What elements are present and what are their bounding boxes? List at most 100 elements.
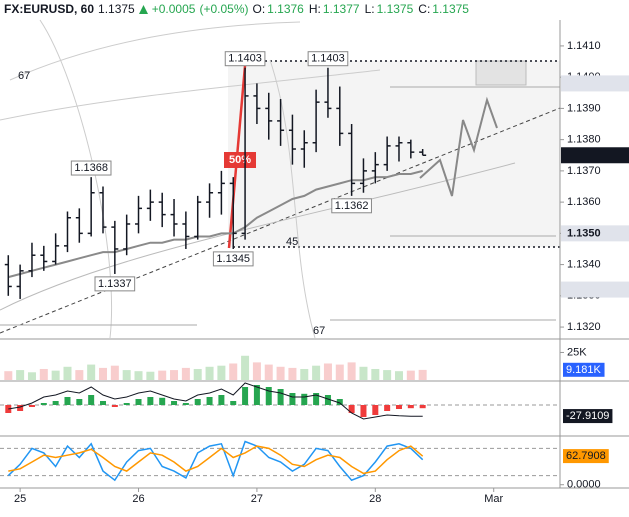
volume-bar (99, 367, 108, 380)
drawing-label: 67 (18, 70, 30, 82)
volume-bar (383, 370, 392, 380)
y-tick-label: 1.1380 (567, 134, 601, 146)
histogram-bar (372, 405, 379, 415)
histogram-bar (206, 397, 213, 405)
x-tick-label: 28 (369, 493, 381, 505)
moving-average (8, 169, 423, 279)
y-tick-label: 25K (567, 346, 587, 358)
volume-bar (241, 355, 250, 380)
last-value-label: -27.9109 (566, 410, 609, 422)
volume-bar (359, 366, 368, 380)
histogram-bar (289, 393, 296, 405)
curve (9, 21, 301, 81)
y-tick-label: 1.1360 (567, 196, 601, 208)
volume-bar (87, 364, 96, 380)
histogram-bar (242, 387, 249, 405)
x-tick-label: 25 (14, 493, 26, 505)
change-pct: (+0.05%) (199, 2, 249, 16)
volume-bar (276, 366, 285, 380)
label-box (563, 449, 609, 464)
price-annotation: 1.1403 (311, 53, 345, 65)
histogram-bar (100, 401, 107, 405)
volume-bar (63, 366, 72, 380)
header: FX:EURUSD, 60 1.1375 +0.0005 (+0.05%) O:… (4, 2, 472, 16)
quote-key: C: (418, 2, 431, 16)
histogram-bar (135, 399, 142, 405)
curve (0, 162, 516, 311)
drawings: 50% 67 45 67 (0, 19, 561, 339)
histogram-bar (28, 405, 35, 407)
histogram-bar (360, 405, 367, 417)
label-box (224, 51, 266, 67)
volume-bar (264, 364, 273, 380)
volume-bar (300, 368, 309, 380)
volume-bar (252, 362, 261, 380)
y-tick-label: 1.1390 (567, 102, 601, 114)
drawing-label: 45 (286, 236, 298, 248)
histogram-bar (348, 405, 355, 413)
label-box (331, 198, 372, 214)
label-box (307, 51, 349, 67)
fib-label: 50% (229, 154, 251, 166)
histogram-bar (147, 397, 154, 405)
histogram-bar (111, 405, 118, 407)
volume-bar (39, 368, 48, 380)
range-box (228, 61, 560, 247)
volume-bar (323, 363, 332, 380)
quote-value: 1.1375 (432, 2, 469, 16)
volume-bar (205, 366, 214, 380)
histogram-bar (384, 405, 391, 411)
price-annotation: 1.1337 (98, 278, 132, 290)
label-box (70, 160, 112, 176)
histogram-bar (88, 395, 95, 405)
y-tick-label: 1.1410 (567, 40, 601, 52)
oscillator-line (8, 445, 424, 475)
histogram-bar (407, 405, 414, 409)
volume-bar (134, 371, 143, 380)
symbol: FX:EURUSD, 60 (4, 2, 95, 16)
price-marker (561, 281, 629, 298)
price-marker (561, 75, 629, 92)
quote: O: 1.1376 H: 1.1377 L: 1.1375 C: 1.1375 (252, 2, 472, 16)
macd-line (8, 382, 423, 420)
price-marker (561, 147, 629, 164)
quote-value: 1.1376 (267, 2, 304, 16)
price-annotation: 1.1368 (74, 162, 108, 174)
label-box (94, 276, 136, 292)
volume-bar (312, 365, 321, 380)
histogram-bar (52, 401, 59, 405)
last-price: 1.1375 (98, 2, 135, 16)
volume-bar (4, 371, 13, 380)
histogram-bar (76, 399, 83, 405)
histogram-bar (5, 405, 12, 413)
drawing-label: 67 (313, 325, 325, 337)
up-arrow (138, 4, 148, 14)
histogram-bar (123, 403, 130, 405)
label-box (563, 409, 613, 424)
histogram-bar (253, 385, 260, 405)
volume-bar (193, 368, 202, 380)
target-box (475, 60, 527, 86)
histogram-bar (277, 389, 284, 405)
histogram-bar (194, 399, 201, 405)
quote-value: 1.1377 (322, 2, 360, 16)
histogram-bar (171, 401, 178, 405)
price-annotation: 1.1403 (228, 53, 262, 65)
trend-line (0, 107, 561, 334)
price-annotation: 1.1345 (216, 253, 250, 265)
y-tick-label: 0.0000 (567, 479, 601, 491)
fib-box (224, 152, 256, 168)
projection (419, 96, 498, 197)
histogram-bar (301, 393, 308, 405)
curve (269, 59, 316, 339)
volume-bar (229, 363, 238, 380)
histogram-bar (40, 403, 47, 405)
volume-bar (158, 370, 167, 380)
price-marker (561, 225, 629, 242)
volume-bar (217, 365, 226, 380)
label-box (563, 362, 605, 377)
histogram-bar (419, 405, 426, 409)
volume-bar (110, 365, 119, 380)
histogram-bar (324, 395, 331, 405)
